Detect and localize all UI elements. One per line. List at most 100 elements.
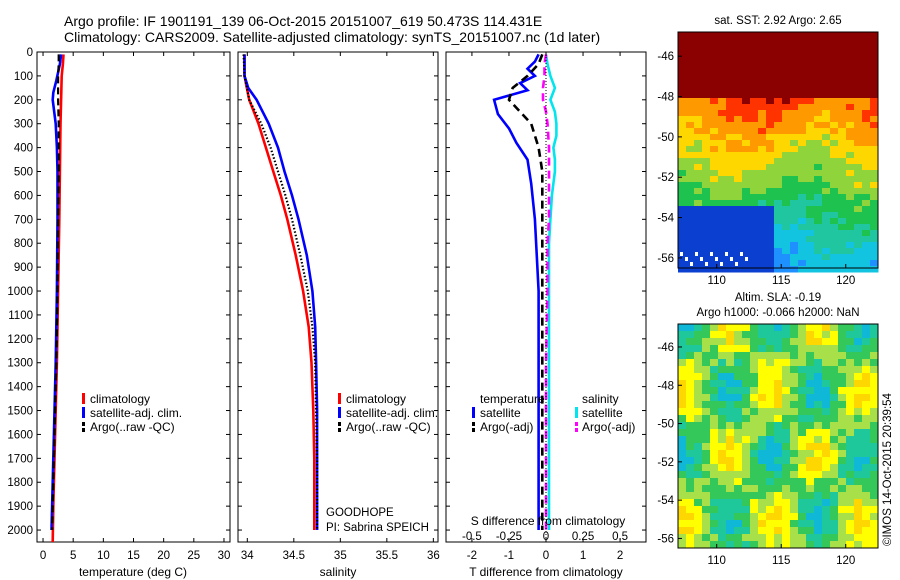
legend-swatch-satellite bbox=[338, 407, 341, 418]
sst-cell bbox=[862, 98, 871, 105]
sla-cell bbox=[702, 373, 711, 381]
sla-cell bbox=[830, 471, 839, 479]
sst-cell bbox=[782, 176, 791, 183]
sst-cell bbox=[870, 146, 879, 153]
sst-cell bbox=[862, 218, 871, 225]
sla-cell bbox=[790, 373, 799, 381]
sla-cell bbox=[766, 429, 775, 437]
sst-cell bbox=[694, 32, 703, 39]
sst-cell bbox=[782, 206, 791, 213]
sst-cell bbox=[838, 38, 847, 45]
sst-cell bbox=[694, 134, 703, 141]
sst-cell bbox=[838, 146, 847, 153]
sst-cell bbox=[710, 158, 719, 165]
sst-cell bbox=[678, 38, 687, 45]
sst-cell bbox=[822, 170, 831, 177]
sst-cell bbox=[814, 248, 823, 255]
sst-cell bbox=[742, 266, 751, 273]
sla-cell bbox=[862, 499, 871, 507]
sst-cell bbox=[734, 32, 743, 39]
sla-cell bbox=[726, 471, 735, 479]
sla-cell bbox=[862, 506, 871, 514]
sst-cell bbox=[854, 92, 863, 99]
sla-cell bbox=[758, 471, 767, 479]
sst-cell bbox=[726, 140, 735, 147]
sst-cell bbox=[846, 80, 855, 87]
sla-cell bbox=[718, 415, 727, 423]
sst-cell bbox=[678, 62, 687, 69]
sst-cell bbox=[766, 56, 775, 63]
sst-cell bbox=[726, 248, 735, 255]
sst-cell bbox=[806, 188, 815, 195]
sla-cell bbox=[806, 464, 815, 472]
sla-cell bbox=[686, 366, 695, 374]
sla-cell bbox=[782, 387, 791, 395]
sla-cell bbox=[726, 513, 735, 521]
sst-cell bbox=[742, 122, 751, 129]
sla-cell bbox=[766, 373, 775, 381]
sla-cell bbox=[790, 422, 799, 430]
sst-cell bbox=[838, 188, 847, 195]
sla-cell bbox=[694, 415, 703, 423]
sla-cell bbox=[678, 387, 687, 395]
sst-cell bbox=[814, 176, 823, 183]
sla-cell bbox=[846, 366, 855, 374]
sla-cell bbox=[694, 422, 703, 430]
sla-cell bbox=[782, 394, 791, 402]
sst-cell bbox=[774, 68, 783, 75]
sla-cell bbox=[734, 520, 743, 528]
sla-cell bbox=[702, 513, 711, 521]
sla-cell bbox=[790, 415, 799, 423]
sst-cell bbox=[814, 218, 823, 225]
sst-cell bbox=[790, 80, 799, 87]
sst-cell bbox=[694, 206, 703, 213]
sla-cell bbox=[822, 359, 831, 367]
sst-cell bbox=[806, 44, 815, 51]
sla-cell bbox=[694, 394, 703, 402]
sst-cell bbox=[870, 170, 879, 177]
sst-cell bbox=[726, 176, 735, 183]
difference-series bbox=[492, 53, 558, 530]
sst-cell bbox=[838, 80, 847, 87]
s-diff-tick-label: -0.5 bbox=[462, 531, 482, 543]
sla-cell bbox=[846, 352, 855, 360]
sla-cell bbox=[870, 527, 879, 535]
sst-cell bbox=[830, 170, 839, 177]
sst-cell bbox=[750, 164, 759, 171]
sst-cell bbox=[798, 128, 807, 135]
sla-cell bbox=[830, 401, 839, 409]
sla-cell bbox=[790, 450, 799, 458]
sla-cell bbox=[862, 345, 871, 353]
sla-cell bbox=[870, 429, 879, 437]
sst-missing-cell bbox=[730, 257, 733, 261]
sla-cell bbox=[838, 534, 847, 542]
sst-cell bbox=[710, 134, 719, 141]
sst-cell bbox=[774, 170, 783, 177]
sla-cell bbox=[822, 471, 831, 479]
sst-cell bbox=[806, 164, 815, 171]
sla-cell bbox=[742, 520, 751, 528]
sla-cell bbox=[830, 485, 839, 493]
sst-cell bbox=[782, 182, 791, 189]
sla-cell bbox=[734, 331, 743, 339]
sla-cell bbox=[702, 415, 711, 423]
sla-cell bbox=[846, 499, 855, 507]
sla-cell bbox=[830, 380, 839, 388]
sla-cell bbox=[870, 485, 879, 493]
sst-cell bbox=[686, 134, 695, 141]
sst-cell bbox=[734, 236, 743, 243]
sla-cell bbox=[838, 345, 847, 353]
sla-cell bbox=[782, 492, 791, 500]
sla-cell bbox=[822, 450, 831, 458]
sst-cell bbox=[846, 266, 855, 273]
sla-cell bbox=[830, 534, 839, 542]
sst-cell bbox=[774, 176, 783, 183]
sst-cell bbox=[846, 104, 855, 111]
sst-cell bbox=[782, 164, 791, 171]
sst-cell bbox=[774, 122, 783, 129]
sla-cell bbox=[806, 359, 815, 367]
sla-cell bbox=[870, 520, 879, 528]
sla-cell bbox=[734, 401, 743, 409]
sla-cell bbox=[678, 478, 687, 486]
sst-cell bbox=[750, 170, 759, 177]
